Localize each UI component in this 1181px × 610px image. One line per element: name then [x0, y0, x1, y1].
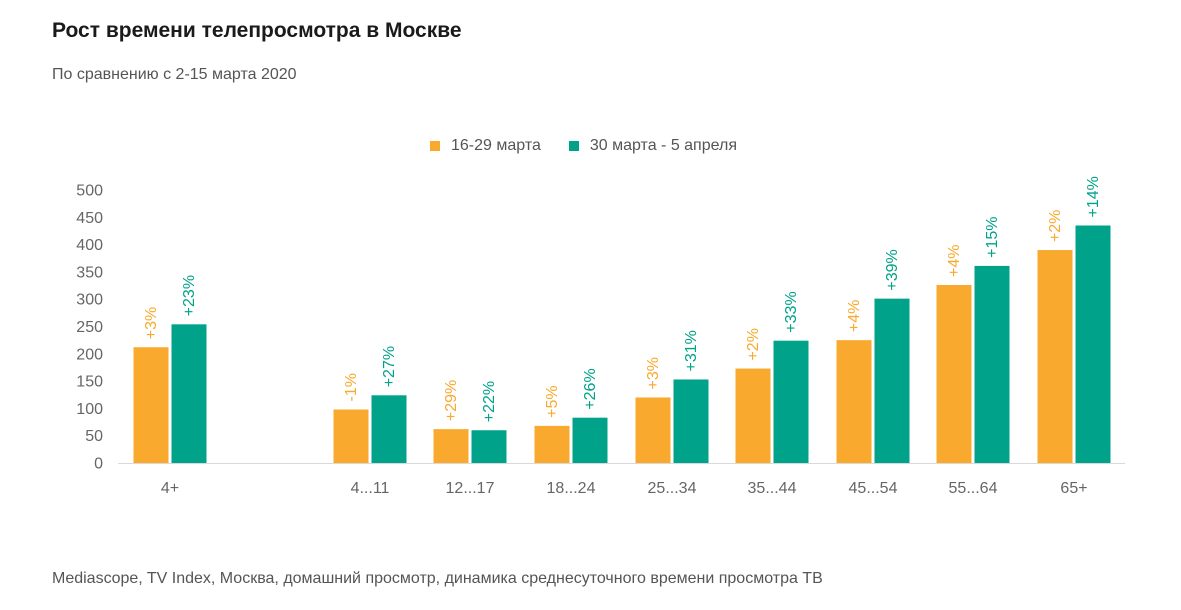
y-tick-label: 0 — [94, 456, 103, 473]
data-label-series2: +22% — [481, 381, 498, 422]
x-tick-label: 35...44 — [748, 480, 797, 497]
data-label-series1: +4% — [946, 245, 963, 277]
x-tick-label: 45...54 — [849, 480, 898, 497]
y-tick-label: 400 — [76, 237, 103, 254]
bar-labels: +3% -1% +29% +5% +3% +2% +4% +4% +2% +23% +27% +22%… — [143, 176, 1102, 422]
bar-1 — [534, 425, 570, 463]
y-tick-label: 500 — [76, 183, 103, 200]
x-tick-label: 55...64 — [949, 480, 998, 497]
y-tick-label: 100 — [76, 401, 103, 418]
bars — [133, 225, 1111, 463]
legend-item-series1: 16-29 марта — [430, 137, 541, 155]
chart-title: Рост времени телепросмотра в Москве — [52, 19, 462, 42]
legend-swatch-series1 — [430, 141, 440, 151]
bar-1 — [133, 347, 169, 463]
bar-2 — [1075, 225, 1111, 463]
data-label-series1: +4% — [846, 300, 863, 332]
data-label-series1: +29% — [443, 380, 460, 421]
data-label-series2: +27% — [381, 346, 398, 387]
bar-1 — [735, 368, 771, 463]
data-label-series2: +33% — [783, 291, 800, 332]
legend: 16-29 марта 30 марта - 5 апреля — [430, 137, 765, 155]
source-note: Mediascope, TV Index, Москва, домашний п… — [52, 570, 823, 587]
chart-subtitle: По сравнению с 2-15 марта 2020 — [52, 66, 297, 83]
y-tick-label: 450 — [76, 210, 103, 227]
data-label-series1: +2% — [1047, 210, 1064, 242]
x-tick-label: 4+ — [161, 480, 179, 497]
x-tick-label: 25...34 — [648, 480, 697, 497]
data-label-series1: +5% — [544, 385, 561, 417]
bar-1 — [1037, 250, 1073, 463]
x-axis: 4+ 4...11 12...17 18...24 25...34 35...44 45..… — [161, 480, 1088, 497]
data-label-series2: +15% — [984, 217, 1001, 258]
y-tick-label: 50 — [85, 428, 103, 445]
x-tick-label: 12...17 — [446, 480, 495, 497]
bar-2 — [572, 417, 608, 463]
legend-item-series2: 30 марта - 5 апреля — [568, 137, 737, 155]
y-tick-label: 300 — [76, 292, 103, 309]
bar-2 — [371, 395, 407, 463]
data-label-series1: +3% — [143, 307, 160, 339]
data-label-series2: +31% — [683, 330, 700, 371]
bar-1 — [936, 285, 972, 463]
x-tick-label: 4...11 — [351, 480, 390, 497]
bar-1 — [635, 397, 671, 463]
bar-1 — [433, 429, 469, 463]
bar-2 — [673, 379, 709, 463]
bar-1 — [333, 409, 369, 463]
data-label-series1: +2% — [745, 328, 762, 360]
data-label-series2: +14% — [1085, 176, 1102, 217]
data-label-series1: -1% — [343, 373, 360, 401]
legend-swatch-series2 — [568, 141, 579, 151]
y-axis: 0 50 100 150 200 250 300 350 400 450 500 — [76, 183, 103, 473]
bar-2 — [171, 324, 207, 463]
data-label-series2: +23% — [181, 275, 198, 316]
bar-2 — [874, 298, 910, 463]
data-label-series2: +26% — [582, 368, 599, 409]
legend-label-series2: 30 марта - 5 апреля — [589, 137, 737, 154]
bar-2 — [471, 430, 507, 463]
y-tick-label: 200 — [76, 346, 103, 363]
data-label-series1: +3% — [645, 357, 662, 389]
bar-1 — [836, 340, 872, 463]
x-tick-label: 18...24 — [547, 480, 596, 497]
y-tick-label: 350 — [76, 264, 103, 281]
data-label-series2: +39% — [884, 249, 901, 290]
bar-2 — [773, 340, 809, 463]
y-tick-label: 250 — [76, 319, 103, 336]
y-tick-label: 150 — [76, 374, 103, 391]
x-tick-label: 65+ — [1060, 480, 1087, 497]
bar-2 — [974, 265, 1010, 463]
legend-label-series1: 16-29 марта — [451, 137, 541, 154]
